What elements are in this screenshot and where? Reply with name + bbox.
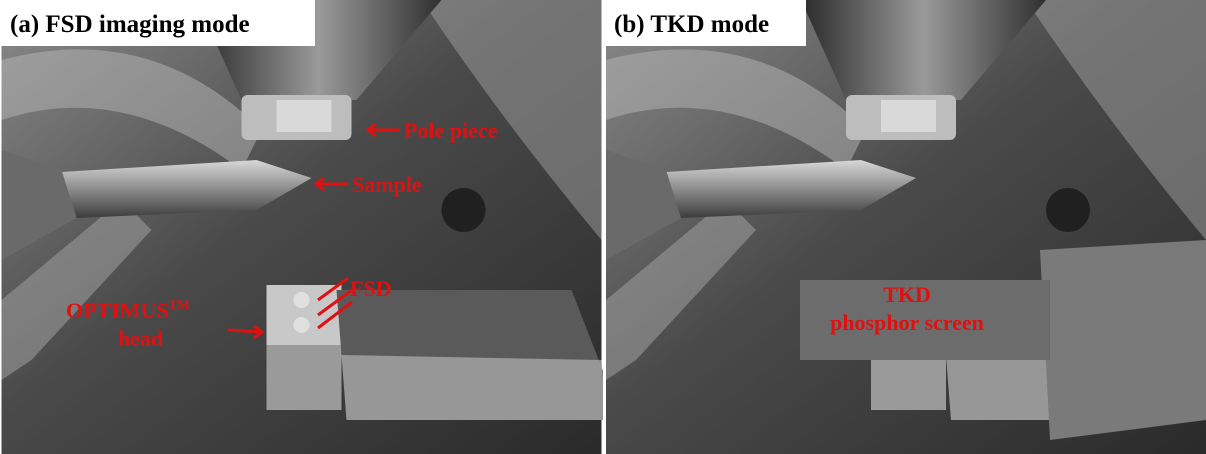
panel-label: (a) FSD imaging mode [10,11,250,38]
trademark: TM [169,297,190,312]
annotation-text: OPTIMUS [66,298,169,323]
detector-screen [1040,240,1206,440]
annotation: head [118,326,163,351]
annotation: Pole piece [404,118,498,143]
annotation: phosphor screen [830,310,984,335]
photo-a [2,0,607,454]
figure: (a) FSD imaging mode (b) TKD mode Pole p… [0,0,1206,454]
annotation: TKD [883,282,931,307]
panel-label: (b) TKD mode [614,11,769,38]
annotation: FSD [350,276,392,301]
annotation: Sample [352,172,422,197]
